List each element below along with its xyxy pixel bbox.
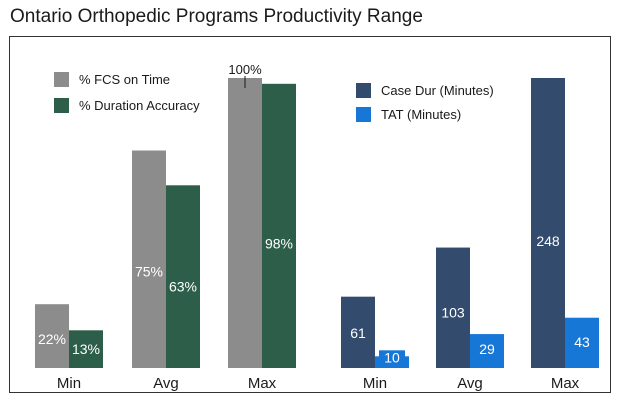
data-label-1-1-2: 43 [574,334,590,350]
category-label-1-avg: Avg [457,375,483,392]
data-label-0-1-1: 63% [169,278,197,294]
category-label-0-max: Max [248,375,277,392]
data-label-bg-1-1-0 [379,350,405,365]
data-label-0-0-0: 22% [38,331,66,347]
bar-0-1-avg [166,185,200,368]
legend-swatch-0-0 [54,72,69,87]
chart-canvas: 22% 75% 100% 13% 63% 98% Min Avg Max % FCS on Tim… [35,62,599,392]
data-label-1-1-0: 10 [384,349,400,365]
bar-0-0-avg [132,150,166,368]
legend-label-0-1: % Duration Accuracy [79,98,200,113]
category-label-0-min: Min [57,375,81,392]
data-label-1-0-2: 248 [536,233,560,249]
bar-1-0-avg [436,247,470,368]
chart-title: Ontario Orthopedic Programs Productivity… [10,6,423,27]
bar-0-1-min [69,330,103,368]
bar-0-1-max [262,83,296,369]
legend-label-1-1: TAT (Minutes) [381,107,461,122]
bar-1-1-max [565,317,599,368]
bar-1-0-max [531,78,565,368]
legend-label-1-0: Case Dur (Minutes) [381,83,494,98]
legend-label-0-0: % FCS on Time [79,72,170,87]
data-label-1-0-1: 103 [441,304,465,320]
bar-1-0-min [341,296,375,368]
legend-swatch-1-0 [356,83,371,98]
bar-0-0-max [228,78,262,368]
category-label-0-avg: Avg [153,375,179,392]
bar-0-0-min [35,304,69,368]
data-label-0-1-2: 98% [265,236,293,252]
legend-swatch-0-1 [54,98,69,113]
data-label-1-1-1: 29 [479,341,495,357]
chart-frame: 22% 75% 100% 13% 63% 98% Min Avg Max % FCS on Tim… [9,36,611,393]
category-label-1-max: Max [551,375,580,392]
data-label-0-0-1: 75% [135,264,163,280]
data-label-1-0-0: 61 [350,325,366,341]
data-label-0-0-2: 100% [228,62,262,77]
category-label-1-min: Min [363,375,387,392]
data-label-0-1-0: 13% [72,341,100,357]
bar-1-1-avg [470,334,504,368]
legend-swatch-1-1 [356,107,371,122]
